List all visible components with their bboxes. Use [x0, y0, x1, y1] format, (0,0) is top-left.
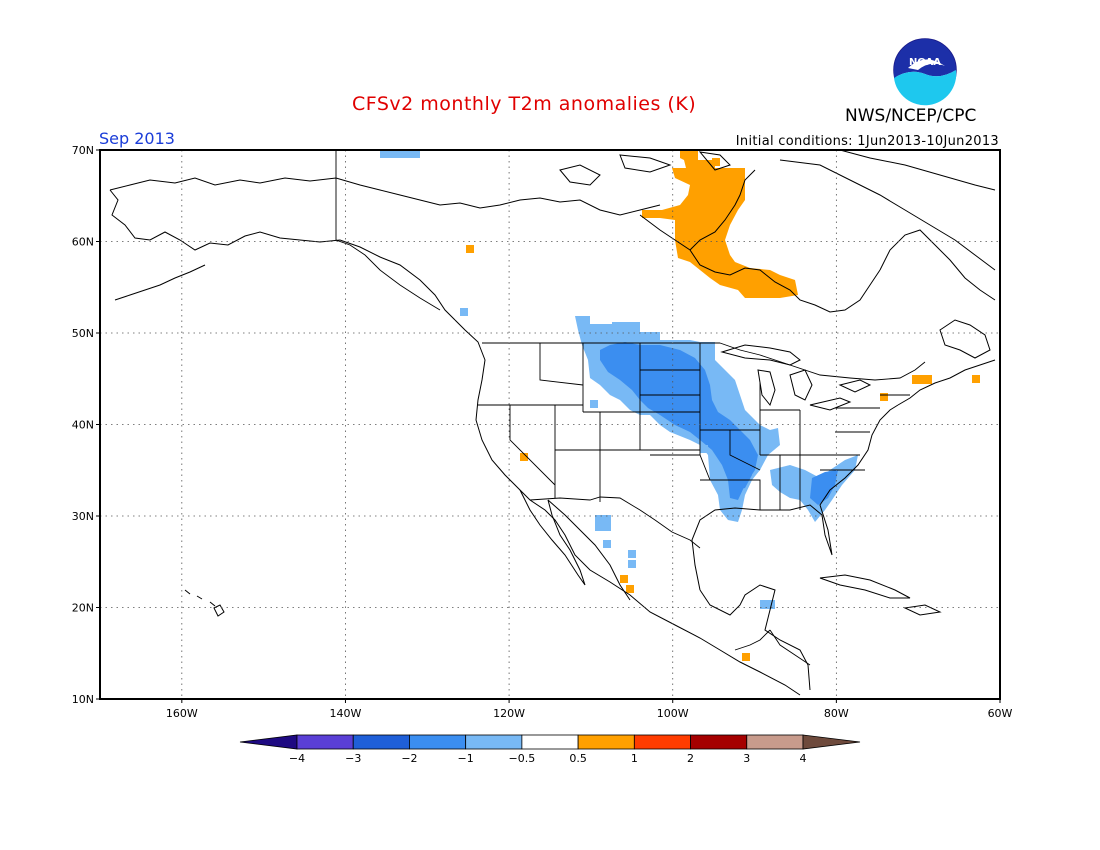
colorbar-bin	[690, 734, 748, 750]
lat-tick-label: 50N	[72, 327, 94, 340]
anomaly-cell	[590, 400, 598, 408]
coastlines	[109, 150, 996, 696]
graticule	[100, 150, 1000, 699]
colorbar-bin	[352, 734, 410, 750]
anomaly-region-cool-core	[600, 342, 758, 500]
colorbar-label: 4	[800, 752, 807, 765]
lon-tick-label: 120W	[493, 707, 525, 720]
anomaly-cell	[620, 575, 628, 583]
chart-title: CFSv2 monthly T2m anomalies (K)	[352, 93, 696, 115]
valid-month-label: Sep 2013	[99, 129, 175, 148]
lat-tick-label: 40N	[72, 419, 94, 432]
borders	[335, 150, 926, 666]
anomaly-cell	[912, 375, 932, 384]
anomaly-region-midsouth-core	[730, 460, 752, 490]
agency-label: NWS/NCEP/CPC	[845, 106, 976, 126]
anomaly-cell	[626, 585, 634, 593]
lon-tick-label: 100W	[657, 707, 689, 720]
lon-tick-label: 60W	[988, 707, 1013, 720]
colorbar-label: −0.5	[509, 752, 536, 765]
colorbar: −4 −3 −2 −1 −0.5 0.5 1 2 3 4	[239, 734, 861, 765]
lat-tick-label: 60N	[72, 236, 94, 249]
noaa-logo: NOAA	[893, 38, 957, 106]
colorbar-label: 0.5	[569, 752, 587, 765]
anomaly-cell	[628, 560, 636, 568]
anomaly-cell	[712, 158, 720, 166]
colorbar-bin	[409, 734, 467, 750]
colorbar-bin	[746, 734, 804, 750]
colorbar-label: −4	[289, 752, 305, 765]
anomaly-cell	[460, 308, 468, 316]
anomaly-cell	[466, 245, 474, 253]
anomaly-shading	[380, 150, 980, 661]
anomaly-cell	[628, 550, 636, 558]
anomaly-cell	[972, 375, 980, 383]
anomaly-cell	[742, 653, 750, 661]
colorbar-label: −2	[401, 752, 417, 765]
anomaly-cell	[380, 150, 420, 158]
colorbar-bin	[633, 734, 691, 750]
anomaly-cell	[595, 515, 611, 531]
colorbar-label: 3	[743, 752, 750, 765]
anomaly-cell	[760, 600, 775, 609]
lat-tick-label: 30N	[72, 510, 94, 523]
colorbar-label: −3	[345, 752, 361, 765]
lat-tick-label: 70N	[72, 144, 94, 157]
anomaly-cell	[700, 445, 708, 453]
colorbar-bin-low	[239, 734, 298, 750]
lon-tick-label: 160W	[166, 707, 198, 720]
lat-tick-label: 10N	[72, 693, 94, 706]
colorbar-label: 1	[631, 752, 638, 765]
lat-tick-label: 20N	[72, 602, 94, 615]
anomaly-region-warm-hudson	[642, 150, 798, 298]
axis-labels: 10N 20N 30N 40N 50N 60N 70N 160W 140W 120W 100W 80W…	[72, 144, 1013, 720]
colorbar-bin	[521, 734, 579, 750]
colorbar-label: −1	[458, 752, 474, 765]
anomaly-cell	[520, 453, 528, 461]
anomaly-region-southeast-core	[810, 470, 838, 505]
initial-conditions-label: Initial conditions: 1Jun2013-10Jun2013	[736, 134, 999, 149]
anomaly-cell	[603, 540, 611, 548]
lon-tick-label: 80W	[824, 707, 849, 720]
colorbar-bin	[577, 734, 635, 750]
logo-text: NOAA	[909, 57, 941, 68]
anomaly-cell	[880, 393, 888, 401]
colorbar-bin-high	[802, 734, 861, 750]
colorbar-bin	[465, 734, 523, 750]
map-area	[100, 150, 1000, 699]
colorbar-label: 2	[687, 752, 694, 765]
colorbar-bin	[296, 734, 354, 750]
lon-tick-label: 140W	[330, 707, 362, 720]
